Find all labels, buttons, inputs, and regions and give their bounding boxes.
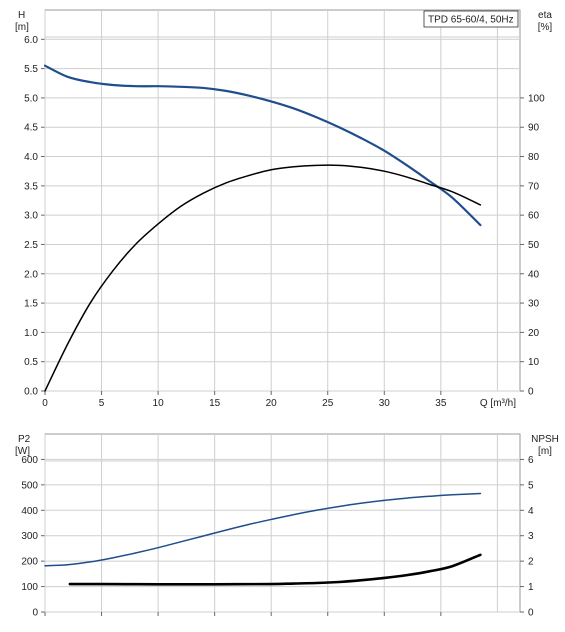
right-tick-label: 100	[528, 93, 545, 104]
right-tick-label: 0	[528, 608, 534, 619]
left-tick-label: 2.5	[24, 240, 38, 251]
right-tick-label: 0	[528, 387, 534, 398]
left-tick-label: 0.5	[24, 357, 38, 368]
left-tick-label: 0	[32, 608, 38, 619]
left-tick-label: 2.0	[24, 269, 38, 280]
left-axis-unit: [m]	[15, 22, 29, 33]
left-tick-label: 0.0	[24, 387, 38, 398]
series-line-p2	[44, 492, 482, 567]
legend: TPD 65-60/4, 50Hz	[423, 10, 519, 28]
series-line-npsh	[68, 553, 482, 586]
left-tick-label: 1.0	[24, 328, 38, 339]
left-axis-label: H	[18, 10, 25, 21]
right-tick-label: 1	[528, 582, 534, 593]
right-axis-unit: [%]	[538, 22, 553, 33]
right-tick-label: 2	[528, 557, 534, 568]
left-tick-label: 100	[21, 582, 38, 593]
left-tick-label: 5.5	[24, 64, 38, 75]
left-tick-label: 4.0	[24, 152, 38, 163]
right-tick-label: 6	[528, 455, 534, 466]
left-axis-unit: [W]	[15, 446, 30, 457]
right-tick-label: 90	[528, 123, 540, 134]
right-tick-label: 20	[528, 328, 540, 339]
left-tick-label: 5.0	[24, 93, 38, 104]
plot-frame	[44, 9, 521, 392]
x-tick-label: 10	[153, 398, 165, 409]
x-tick-label: 30	[379, 398, 391, 409]
left-tick-label: 400	[21, 506, 38, 517]
series-line-eta	[44, 164, 482, 392]
series-line-h	[43, 64, 482, 227]
right-tick-label: 50	[528, 240, 540, 251]
right-axis-label: eta	[538, 10, 552, 21]
left-tick-label: 3.5	[24, 181, 38, 192]
x-tick-label: 5	[99, 398, 105, 409]
left-axis-label: P2	[18, 434, 31, 445]
right-tick-label: 80	[528, 152, 540, 163]
x-tick-label: 15	[209, 398, 221, 409]
right-tick-label: 4	[528, 506, 534, 517]
left-tick-label: 3.0	[24, 211, 38, 222]
right-tick-label: 40	[528, 269, 540, 280]
right-tick-label: 3	[528, 531, 534, 542]
x-axis-label: Q [m³/h]	[480, 398, 516, 409]
left-tick-label: 6.0	[24, 35, 38, 46]
legend-text: TPD 65-60/4, 50Hz	[428, 15, 514, 26]
right-axis-unit: [m]	[538, 446, 552, 457]
x-tick-label: 20	[266, 398, 278, 409]
legend-box	[423, 10, 519, 28]
x-tick-label: 0	[42, 398, 48, 409]
right-tick-label: 10	[528, 357, 540, 368]
right-tick-label: 5	[528, 480, 534, 491]
left-tick-label: 200	[21, 557, 38, 568]
left-tick-label: 1.5	[24, 299, 38, 310]
left-tick-label: 500	[21, 480, 38, 491]
left-tick-label: 600	[21, 455, 38, 466]
x-tick-label: 35	[435, 398, 447, 409]
right-axis-label: NPSH	[531, 434, 559, 445]
right-tick-label: 70	[528, 181, 540, 192]
x-tick-label: 25	[322, 398, 334, 409]
right-tick-label: 60	[528, 211, 540, 222]
right-tick-label: 30	[528, 299, 540, 310]
left-tick-label: 4.5	[24, 123, 38, 134]
left-tick-label: 300	[21, 531, 38, 542]
